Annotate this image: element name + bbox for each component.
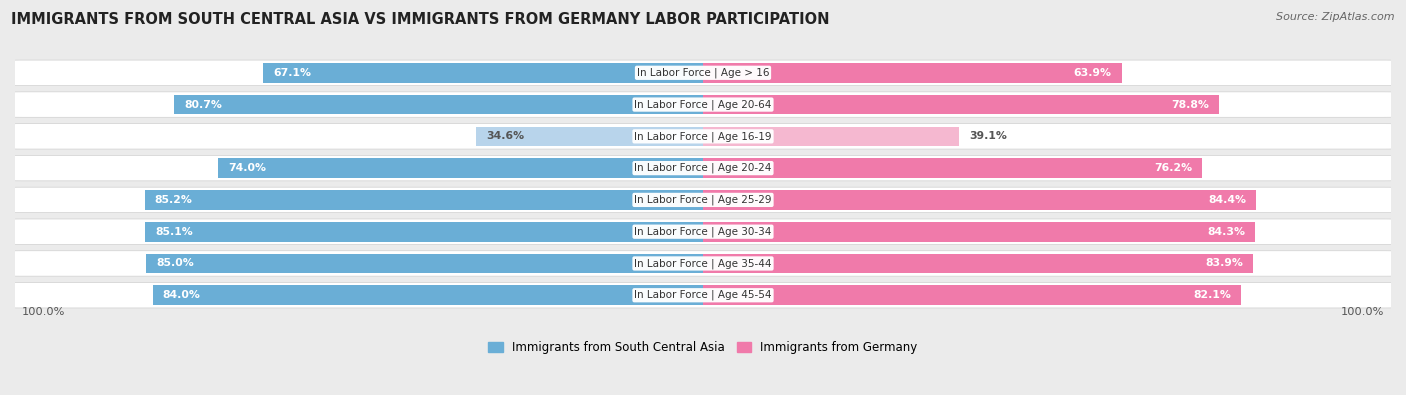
FancyBboxPatch shape xyxy=(8,92,1398,117)
FancyBboxPatch shape xyxy=(8,60,1398,85)
FancyBboxPatch shape xyxy=(8,219,1398,245)
Text: 34.6%: 34.6% xyxy=(486,132,524,141)
Text: 84.4%: 84.4% xyxy=(1208,195,1246,205)
Text: 39.1%: 39.1% xyxy=(969,132,1007,141)
Text: 63.9%: 63.9% xyxy=(1074,68,1112,78)
Bar xyxy=(703,126,959,146)
Text: IMMIGRANTS FROM SOUTH CENTRAL ASIA VS IMMIGRANTS FROM GERMANY LABOR PARTICIPATIO: IMMIGRANTS FROM SOUTH CENTRAL ASIA VS IM… xyxy=(11,12,830,27)
Bar xyxy=(477,126,703,146)
Text: 85.1%: 85.1% xyxy=(155,227,193,237)
Bar xyxy=(703,158,1202,178)
Text: In Labor Force | Age 20-24: In Labor Force | Age 20-24 xyxy=(634,163,772,173)
Text: 100.0%: 100.0% xyxy=(1341,307,1385,317)
Bar xyxy=(703,95,1219,115)
Text: In Labor Force | Age 45-54: In Labor Force | Age 45-54 xyxy=(634,290,772,301)
FancyBboxPatch shape xyxy=(8,282,1398,308)
FancyBboxPatch shape xyxy=(8,124,1398,149)
Text: Source: ZipAtlas.com: Source: ZipAtlas.com xyxy=(1277,12,1395,22)
Text: In Labor Force | Age 35-44: In Labor Force | Age 35-44 xyxy=(634,258,772,269)
Bar xyxy=(703,190,1256,210)
Bar xyxy=(703,63,1122,83)
Text: 85.0%: 85.0% xyxy=(156,258,194,269)
Text: In Labor Force | Age 16-19: In Labor Force | Age 16-19 xyxy=(634,131,772,141)
Text: In Labor Force | Age 30-34: In Labor Force | Age 30-34 xyxy=(634,226,772,237)
Text: 83.9%: 83.9% xyxy=(1205,258,1243,269)
Text: 85.2%: 85.2% xyxy=(155,195,193,205)
Bar xyxy=(263,63,703,83)
Text: In Labor Force | Age 20-64: In Labor Force | Age 20-64 xyxy=(634,99,772,110)
Text: 84.0%: 84.0% xyxy=(163,290,200,300)
FancyBboxPatch shape xyxy=(8,187,1398,213)
FancyBboxPatch shape xyxy=(8,251,1398,276)
Bar xyxy=(174,95,703,115)
Bar xyxy=(703,222,1256,241)
Text: 100.0%: 100.0% xyxy=(21,307,65,317)
Text: In Labor Force | Age > 16: In Labor Force | Age > 16 xyxy=(637,68,769,78)
Text: 84.3%: 84.3% xyxy=(1208,227,1246,237)
FancyBboxPatch shape xyxy=(8,155,1398,181)
Legend: Immigrants from South Central Asia, Immigrants from Germany: Immigrants from South Central Asia, Immi… xyxy=(488,341,918,354)
Bar xyxy=(218,158,703,178)
Bar xyxy=(703,254,1253,273)
Bar xyxy=(145,222,703,241)
Bar xyxy=(146,254,703,273)
Text: 78.8%: 78.8% xyxy=(1171,100,1209,109)
Bar xyxy=(153,286,703,305)
Text: 74.0%: 74.0% xyxy=(228,163,266,173)
Text: 82.1%: 82.1% xyxy=(1194,290,1232,300)
Text: 76.2%: 76.2% xyxy=(1154,163,1192,173)
Bar xyxy=(703,286,1241,305)
Text: 80.7%: 80.7% xyxy=(184,100,222,109)
Text: 67.1%: 67.1% xyxy=(273,68,311,78)
Text: In Labor Force | Age 25-29: In Labor Force | Age 25-29 xyxy=(634,195,772,205)
Bar xyxy=(145,190,703,210)
